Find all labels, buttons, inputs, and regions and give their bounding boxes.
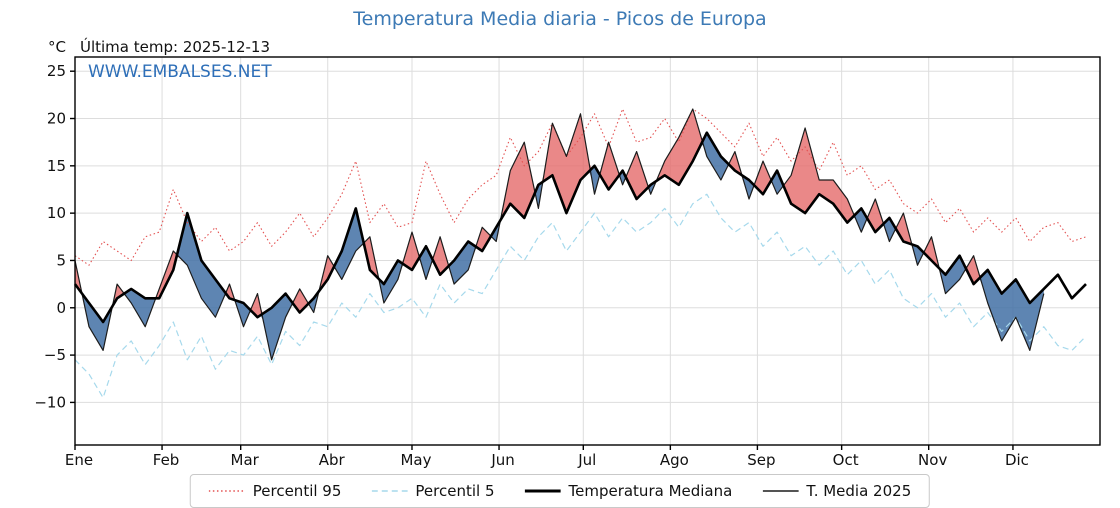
watermark-embalses: WWW.EMBALSES.NET [88, 62, 272, 82]
corner-labels: °C Última temp: 2025-12-13 [48, 38, 270, 56]
x-tick-label: Jun [490, 451, 514, 469]
y-tick-label: 25 [47, 62, 66, 80]
unit-label: °C [48, 38, 66, 56]
x-tick-label: Mar [231, 451, 260, 469]
x-tick-label: Oct [833, 451, 859, 469]
legend-line-sample [762, 490, 799, 492]
y-tick-label: −5 [44, 346, 66, 364]
legend-label: Percentil 95 [252, 482, 342, 500]
chart-legend: Percentil 95 Percentil 5 Temperatura Media… [189, 474, 931, 508]
x-tick-label: Sep [747, 451, 775, 469]
y-tick-label: −10 [34, 393, 66, 411]
chart-title: Temperatura Media diaria - Picos de Euro… [353, 8, 767, 30]
x-tick-label: Ene [65, 451, 93, 469]
y-tick-label: 15 [47, 157, 66, 175]
x-tick-label: Abr [319, 451, 346, 469]
x-tick-label: Dic [1005, 451, 1029, 469]
legend-label: Percentil 5 [415, 482, 495, 500]
legend-item-temperatura-mediana: Temperatura Mediana [524, 482, 732, 500]
y-tick-label: 20 [47, 110, 66, 128]
x-tick-label: Nov [918, 451, 947, 469]
legend-label: T. Media 2025 [806, 482, 912, 500]
x-tick-label: Ago [660, 451, 689, 469]
x-tick-label: May [400, 451, 431, 469]
legend-line-sample [208, 490, 245, 492]
y-tick-label: 10 [47, 204, 66, 222]
y-tick-label: 5 [56, 251, 66, 269]
x-tick-label: Jul [577, 451, 596, 469]
legend-item-percentil-5: Percentil 5 [371, 482, 494, 500]
last-temp-label: Última temp: 2025-12-13 [79, 38, 270, 56]
legend-item-percentil-95: Percentil 95 [208, 482, 342, 500]
legend-label: Temperatura Mediana [568, 482, 733, 500]
x-tick-label: Feb [153, 451, 180, 469]
legend-line-sample [524, 489, 561, 493]
y-tick-label: 0 [56, 299, 66, 317]
legend-item-t-media-2025: T. Media 2025 [762, 482, 911, 500]
legend-line-sample [371, 490, 408, 492]
